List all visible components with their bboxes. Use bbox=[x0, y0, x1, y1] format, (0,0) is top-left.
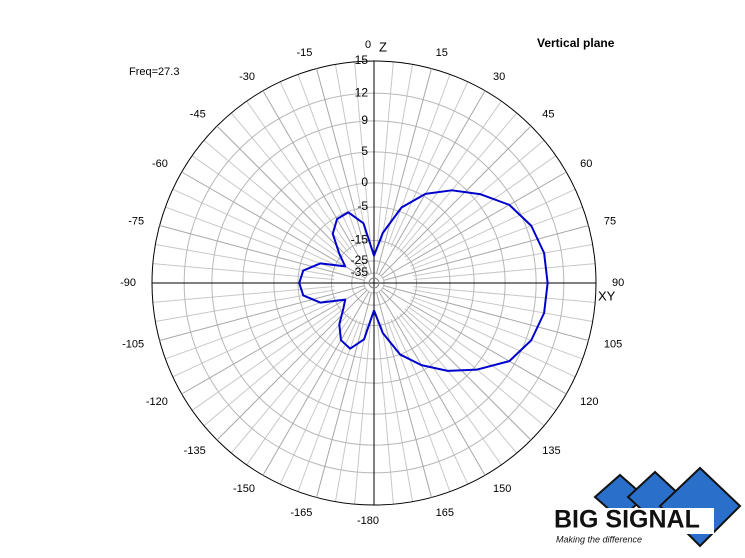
major-spoke bbox=[380, 125, 532, 277]
logo: BIG SIGNAL Making the difference bbox=[552, 466, 742, 548]
pattern-curve bbox=[298, 189, 549, 372]
angle-label: 60 bbox=[580, 158, 592, 170]
radial-label: -25 bbox=[351, 253, 369, 267]
angle-label: 105 bbox=[604, 339, 622, 351]
logo-diamond bbox=[658, 466, 742, 548]
major-spoke bbox=[216, 125, 368, 277]
angle-label: 30 bbox=[493, 71, 505, 83]
major-spoke bbox=[316, 68, 372, 274]
major-spoke bbox=[262, 291, 370, 476]
angle-label: -180 bbox=[357, 515, 379, 527]
radial-label: 5 bbox=[361, 144, 368, 158]
logo-name: BIG SIGNAL bbox=[554, 506, 700, 534]
major-spoke bbox=[181, 171, 366, 279]
angle-label: -75 bbox=[128, 215, 144, 227]
angle-label: -105 bbox=[122, 339, 144, 351]
radial-label: -35 bbox=[351, 265, 369, 279]
angle-label: 75 bbox=[604, 215, 616, 227]
major-spoke bbox=[181, 287, 366, 395]
angle-label: -60 bbox=[152, 158, 168, 170]
major-spoke bbox=[159, 285, 365, 341]
angle-label: -150 bbox=[233, 483, 255, 495]
major-spoke bbox=[378, 90, 486, 275]
major-spoke bbox=[382, 171, 567, 279]
major-spoke bbox=[316, 292, 372, 498]
hub bbox=[368, 277, 380, 289]
angle-label: 15 bbox=[436, 47, 448, 59]
z-axis-label: Z bbox=[379, 39, 387, 54]
angle-label: 135 bbox=[542, 445, 560, 457]
major-spoke bbox=[383, 285, 589, 341]
angle-label: -45 bbox=[190, 109, 206, 121]
radial-label: -5 bbox=[357, 199, 368, 213]
angle-label: 165 bbox=[436, 507, 454, 519]
frequency-note: Freq=27.3 bbox=[129, 66, 179, 78]
angle-label: 90 bbox=[612, 277, 624, 289]
radial-label: -15 bbox=[351, 233, 369, 247]
chart-title: Vertical plane bbox=[537, 36, 615, 50]
major-spoke bbox=[380, 289, 532, 441]
angle-label: 0 bbox=[365, 39, 371, 51]
angle-label: -30 bbox=[239, 71, 255, 83]
angle-label: 45 bbox=[542, 109, 554, 121]
angle-label: -120 bbox=[146, 396, 168, 408]
major-spoke bbox=[262, 90, 370, 275]
logo-band bbox=[552, 508, 714, 534]
polar-grid bbox=[151, 60, 597, 506]
logo-tagline: Making the difference bbox=[556, 534, 642, 544]
angle-label: 120 bbox=[580, 396, 598, 408]
major-spoke bbox=[376, 68, 432, 274]
radial-label: 0 bbox=[361, 175, 368, 189]
angle-label: -90 bbox=[120, 277, 136, 289]
major-spoke bbox=[382, 287, 567, 395]
major-spoke bbox=[376, 292, 432, 498]
angle-label: -15 bbox=[296, 47, 312, 59]
angle-label: 150 bbox=[493, 483, 511, 495]
radial-label: 9 bbox=[361, 113, 368, 127]
xy-axis-label: XY bbox=[598, 288, 616, 303]
major-spoke bbox=[159, 225, 365, 281]
major-spoke bbox=[383, 225, 589, 281]
major-spoke bbox=[378, 291, 486, 476]
radial-label: 12 bbox=[355, 85, 369, 99]
angle-label: -135 bbox=[184, 445, 206, 457]
angle-label: -165 bbox=[290, 507, 312, 519]
radial-label: 15 bbox=[355, 53, 369, 67]
